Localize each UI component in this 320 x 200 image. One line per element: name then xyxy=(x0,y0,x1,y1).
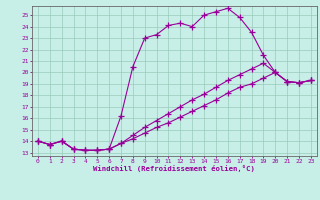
X-axis label: Windchill (Refroidissement éolien,°C): Windchill (Refroidissement éolien,°C) xyxy=(93,165,255,172)
